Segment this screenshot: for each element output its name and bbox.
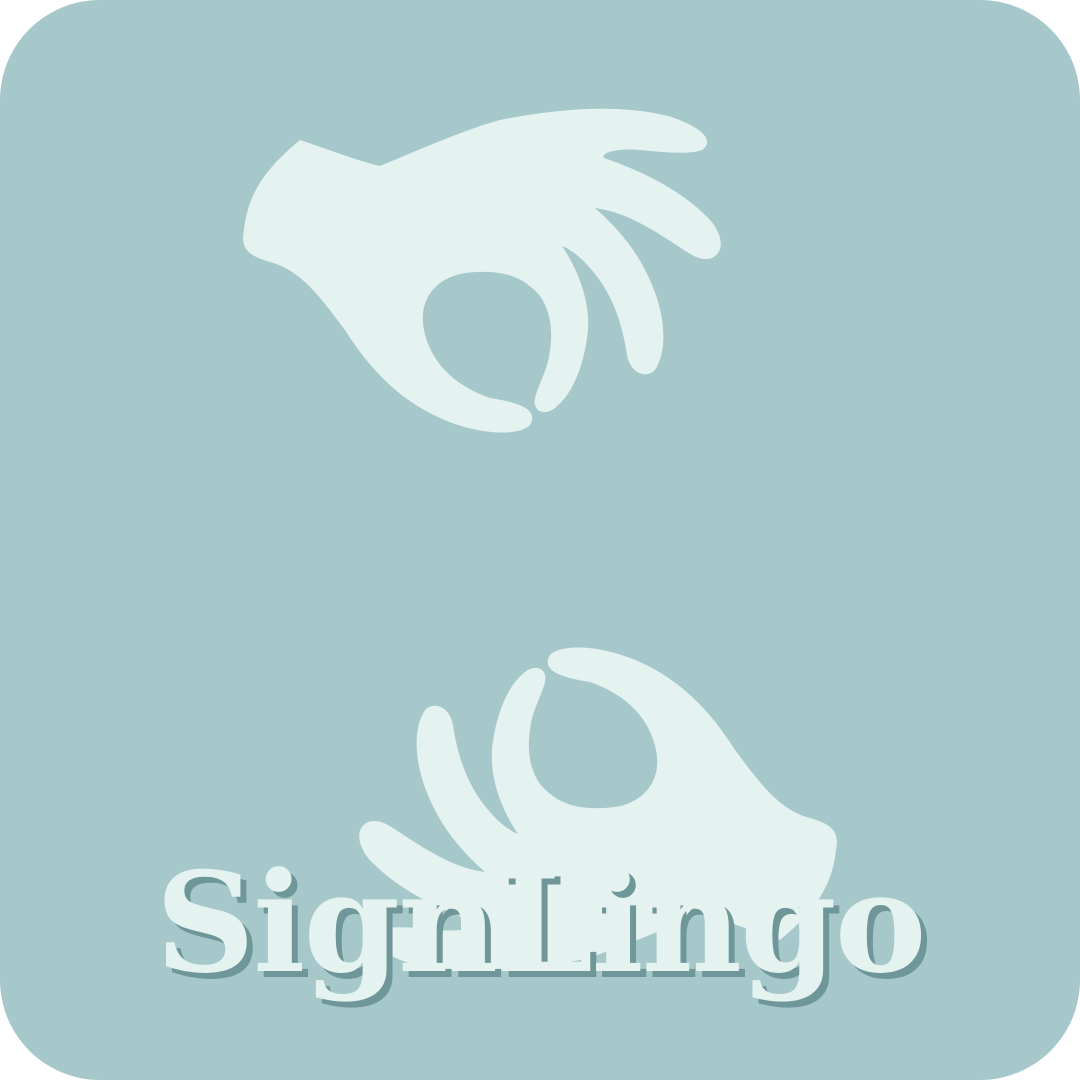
app-name-container: SignLingo [0,838,1080,1008]
upper-hand-shape [243,108,721,433]
app-name: SignLingo [155,841,926,1004]
lower-hand-shape [359,647,837,972]
